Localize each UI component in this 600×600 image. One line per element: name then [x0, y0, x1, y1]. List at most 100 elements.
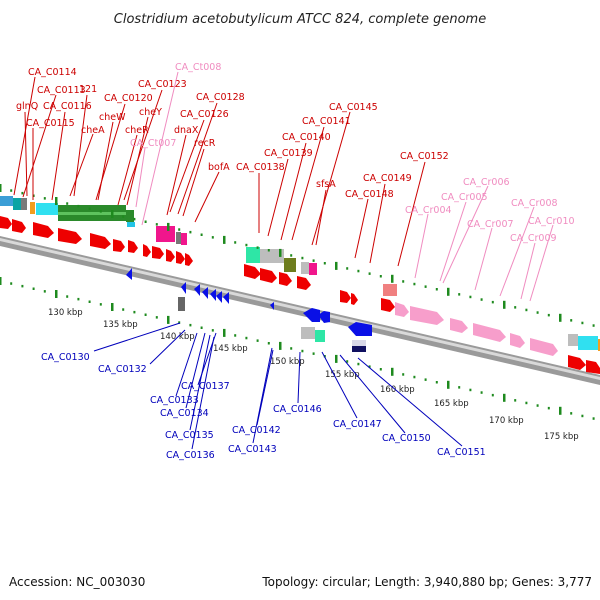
rna-gene-labels: CA_Ct008 CA_Ct007 CA_Cr006 CA_Cr005 CA_C…	[130, 62, 575, 302]
accession-text: Accession: NC_003030	[9, 575, 145, 589]
gene-label: bofA	[208, 162, 230, 173]
minor-tick	[480, 298, 483, 301]
rna-label: CA_Cr009	[510, 233, 557, 244]
minor-tick	[189, 230, 192, 234]
gene-arrow	[143, 244, 151, 257]
minor-tick	[379, 275, 382, 278]
minor-tick	[178, 321, 181, 324]
gene-label: CA_C0148	[345, 189, 394, 200]
gene-label: CA_C0150	[382, 433, 431, 444]
label-leader	[499, 206, 535, 297]
gene-arrow	[202, 287, 208, 299]
gene-arrow	[0, 216, 12, 229]
rna-arrow	[510, 333, 525, 348]
minor-tick	[133, 310, 136, 314]
gene-arrow	[223, 292, 229, 304]
gene-label: cheA	[81, 125, 105, 136]
rna-label: CA_Ct008	[175, 62, 221, 73]
rna-arrow	[530, 338, 558, 356]
kbp-label: 160 kbp	[380, 385, 415, 395]
minor-tick	[581, 414, 584, 418]
minor-tick	[312, 259, 315, 262]
rna-genes	[395, 302, 558, 356]
major-tick	[223, 235, 226, 244]
plus-gene-labels: CA_C0114 CA_C0113 121 glnQ CA_C0116 CA_C…	[13, 67, 449, 267]
major-tick	[0, 277, 2, 285]
major-tick	[55, 197, 58, 205]
minor-tick	[66, 295, 69, 298]
gene-arrow	[260, 268, 277, 283]
gene-label: CA_C0128	[196, 92, 245, 103]
minor-tick	[413, 375, 416, 379]
minor-tick	[144, 313, 147, 316]
minor-tick	[178, 228, 181, 231]
gene-label: CA_C0152	[400, 151, 449, 162]
label-leader	[315, 189, 327, 246]
minor-tick	[122, 215, 125, 218]
minor-tick	[32, 194, 35, 197]
label-leader	[369, 183, 386, 264]
label-leader	[189, 334, 211, 431]
gene-block	[315, 330, 325, 342]
label-leader	[194, 171, 220, 223]
label-leader	[297, 351, 301, 404]
gene-arrow	[216, 291, 222, 303]
gene-label: dnaX	[174, 125, 199, 136]
minor-tick	[346, 267, 349, 270]
genome-summary-text: Topology: circular; Length: 3,940,880 bp…	[261, 575, 592, 589]
label-leader	[177, 102, 218, 215]
minor-tick	[323, 262, 326, 265]
gene-label: glnQ	[16, 101, 38, 112]
gene-label: CA_C0151	[437, 447, 486, 458]
minor-tick	[155, 316, 158, 319]
gene-block	[126, 210, 134, 222]
gene-arrow	[126, 268, 132, 280]
gene-block	[156, 226, 175, 242]
minor-tick	[536, 311, 539, 314]
minor-tick	[379, 368, 382, 371]
gene-block	[578, 336, 598, 350]
major-tick	[391, 367, 394, 376]
gene-arrow	[297, 276, 311, 290]
minor-tick	[536, 404, 539, 407]
gene-block	[13, 198, 21, 210]
gene-label: CA_C0140	[282, 132, 331, 143]
gene-label: CA_C0136	[166, 450, 215, 461]
gene-label: CA_C0137	[181, 381, 230, 392]
minor-tick	[458, 386, 461, 389]
gene-arrow	[181, 282, 186, 294]
gene-label: CA_C0145	[329, 102, 378, 113]
minor-tick	[245, 243, 248, 247]
gene-label: CA_C0133	[150, 395, 199, 406]
label-leader	[22, 94, 57, 198]
gene-label: CA_C0146	[273, 404, 322, 415]
minor-tick	[200, 233, 203, 236]
label-leader	[123, 89, 163, 201]
kbp-label: 135 kbp	[103, 320, 138, 330]
kbp-label: 130 kbp	[48, 308, 83, 318]
major-tick	[279, 341, 282, 350]
major-tick	[111, 303, 114, 311]
minor-tick	[469, 295, 472, 299]
minor-tick	[402, 280, 405, 283]
minor-tick	[267, 342, 270, 345]
minor-tick	[424, 285, 427, 288]
gene-label: CA_C0149	[363, 173, 412, 184]
gene-block	[246, 247, 260, 263]
gene-block	[178, 297, 185, 311]
minor-tick	[491, 300, 494, 304]
gene-block	[301, 327, 315, 339]
label-leader	[149, 329, 186, 365]
gene-arrow	[113, 239, 125, 252]
label-leader	[321, 351, 358, 419]
gene-arrow	[176, 251, 185, 264]
minor-tick	[10, 282, 13, 285]
gene-arrow	[194, 284, 200, 296]
major-tick	[391, 274, 394, 283]
label-leader	[135, 147, 146, 208]
minor-tick	[290, 347, 293, 350]
minor-tick	[491, 393, 494, 397]
label-leader	[354, 198, 369, 259]
major-tick	[223, 328, 226, 337]
label-leader	[169, 119, 205, 213]
